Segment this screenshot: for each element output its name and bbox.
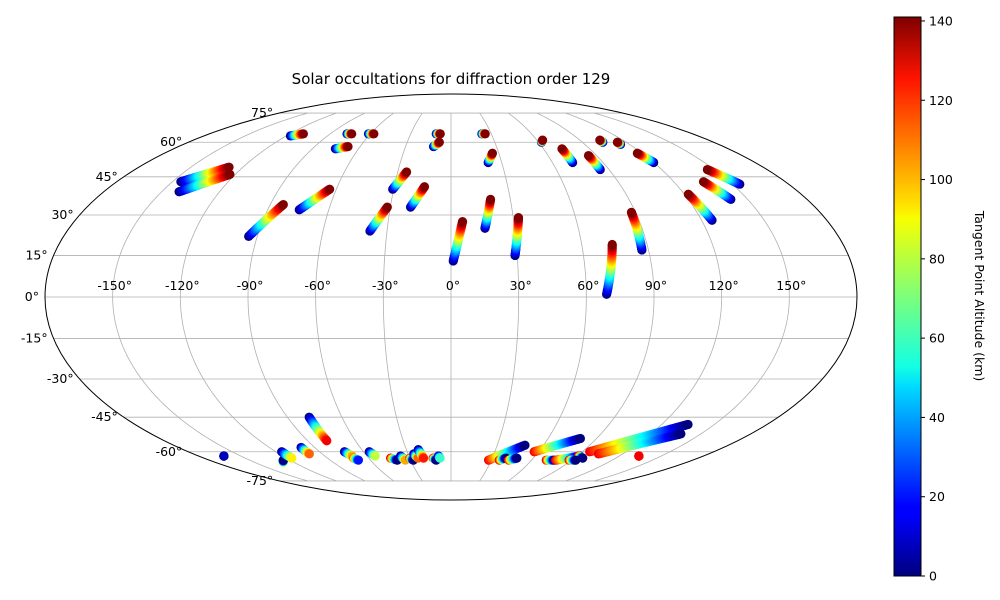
colorbar-tick-label: 100	[929, 172, 953, 187]
longitude-tick-label: 120°	[709, 278, 739, 293]
colorbar-tick-label: 0	[929, 569, 937, 584]
data-point	[571, 455, 581, 465]
latitude-tick-label: 75°	[251, 105, 273, 120]
data-point	[298, 129, 308, 139]
data-point	[419, 182, 430, 192]
longitude-tick-label: -30°	[372, 278, 399, 293]
data-point	[457, 217, 468, 227]
data-point	[634, 451, 644, 461]
latitude-tick-label: 60°	[160, 134, 182, 149]
map-grid	[45, 112, 857, 482]
data-point	[512, 453, 522, 463]
data-point	[537, 135, 548, 145]
colorbar-ticks: 0 20 40 60 80 100 120 140	[921, 13, 953, 584]
latitude-tick-label: -45°	[91, 409, 118, 424]
longitude-tick-label: 60°	[577, 278, 599, 293]
latitude-tick-label: 30°	[51, 207, 73, 222]
grid-meridian	[594, 112, 790, 482]
colorbar	[893, 16, 922, 577]
data-point	[322, 436, 332, 446]
data-point	[595, 135, 605, 145]
data-point	[224, 162, 234, 172]
data-point	[676, 429, 686, 439]
longitude-tick-label: -120°	[165, 278, 200, 293]
data-point	[626, 207, 637, 217]
grid-meridian	[247, 112, 366, 482]
longitude-tick-label: -60°	[304, 278, 331, 293]
data-point	[225, 169, 235, 179]
longitude-tick-label: 0°	[446, 278, 460, 293]
occultation-points	[174, 129, 745, 467]
grid-meridian	[382, 112, 423, 482]
grid-meridian	[479, 112, 520, 482]
data-point	[575, 433, 586, 444]
colorbar-tick-label: 20	[929, 489, 945, 504]
data-point	[480, 129, 490, 139]
latitude-tick-label: -75°	[247, 473, 274, 488]
data-point	[434, 137, 444, 147]
data-point	[278, 199, 288, 210]
latitude-tick-label: 15°	[25, 247, 47, 262]
data-point	[683, 189, 693, 199]
data-point	[304, 449, 314, 459]
chart-title: Solar occultations for diffraction order…	[292, 70, 611, 88]
data-point	[219, 451, 229, 461]
colorbar-tick-label: 40	[929, 410, 945, 425]
longitude-tick-label: -150°	[97, 278, 132, 293]
map-boundary	[44, 93, 858, 501]
grid-meridian	[112, 112, 308, 482]
latitude-tick-label: 0°	[25, 289, 39, 304]
grid-meridian	[315, 112, 394, 482]
longitude-tick-labels: -150° -120° -90° -60° -30° 0° 30° 60° 90° 120° 150…	[97, 278, 806, 293]
data-point	[583, 150, 594, 161]
data-point	[513, 213, 524, 223]
grid-meridian	[508, 112, 587, 482]
colorbar-tick-label: 120	[929, 93, 953, 108]
data-point	[698, 177, 709, 187]
longitude-tick-label: 150°	[776, 278, 806, 293]
data-point	[435, 129, 445, 139]
latitude-tick-labels: 75° 60° 45° 30° 15° 0° -15° -30° -45° -60° -75°	[21, 105, 273, 488]
data-point	[607, 239, 617, 250]
data-point	[557, 144, 567, 154]
data-point	[683, 419, 693, 430]
data-point	[520, 440, 530, 450]
latitude-tick-label: -15°	[21, 331, 48, 346]
longitude-tick-label: -90°	[237, 278, 264, 293]
colorbar-label: Tangent Point Altitude (km)	[972, 210, 987, 382]
longitude-tick-label: 90°	[645, 278, 667, 293]
latitude-tick-label: -30°	[47, 371, 74, 386]
data-point	[370, 451, 380, 461]
data-point	[353, 455, 364, 465]
colorbar-tick-label: 60	[929, 331, 945, 346]
data-point	[702, 164, 712, 175]
grid-meridian	[536, 112, 655, 482]
data-point	[343, 141, 353, 152]
data-point	[382, 202, 392, 212]
data-point	[578, 453, 588, 463]
data-point	[418, 453, 429, 463]
colorbar-tick-label: 80	[929, 251, 945, 266]
data-point	[435, 453, 445, 463]
data-point	[485, 194, 496, 204]
longitude-tick-label: 30°	[510, 278, 532, 293]
data-point	[612, 137, 623, 147]
data-point	[347, 129, 357, 139]
latitude-tick-label: -60°	[156, 444, 183, 459]
data-point	[369, 129, 379, 139]
data-point	[325, 184, 335, 194]
colorbar-tick-label: 140	[929, 13, 953, 28]
latitude-tick-label: 45°	[96, 169, 118, 184]
data-point	[401, 167, 412, 177]
data-point	[632, 148, 642, 158]
grid-meridian	[179, 112, 337, 482]
data-point	[287, 453, 297, 463]
data-point	[487, 148, 498, 158]
